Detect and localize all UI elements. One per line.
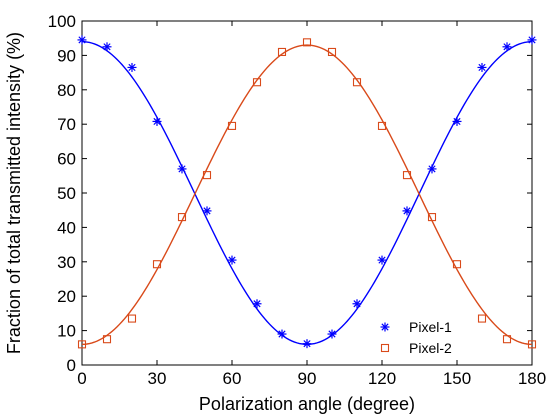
legend-marker-1 bbox=[380, 322, 390, 332]
x-tick-label: 90 bbox=[298, 369, 317, 388]
plot-area bbox=[81, 20, 533, 366]
data-point-series-2 bbox=[127, 314, 137, 323]
data-point-series-2 bbox=[477, 314, 487, 323]
tick-labels: 0 30 60 90 120 150 180 0 10 20 30 40 50 60 70 80 90 100 bbox=[48, 12, 547, 388]
x-tick-label: 0 bbox=[77, 369, 86, 388]
y-tick-label: 100 bbox=[48, 12, 76, 31]
x-tick-label: 30 bbox=[148, 369, 167, 388]
data-point-series-1 bbox=[277, 329, 287, 339]
data-point-series-2 bbox=[277, 47, 287, 57]
y-tick-label: 60 bbox=[57, 150, 76, 169]
data-point-series-1 bbox=[327, 329, 337, 339]
data-point-series-2 bbox=[402, 171, 412, 180]
x-tick-label: 150 bbox=[443, 369, 471, 388]
data-point-series-1 bbox=[252, 299, 262, 309]
data-point-series-1 bbox=[227, 255, 237, 265]
data-point-series-1 bbox=[502, 42, 512, 52]
data-point-series-2 bbox=[152, 260, 162, 269]
data-point-series-1 bbox=[102, 42, 112, 52]
data-point-series-1 bbox=[377, 255, 387, 265]
data-point-series-2 bbox=[427, 213, 437, 222]
x-axis-title: Polarization angle (degree) bbox=[199, 394, 415, 414]
data-point-series-2 bbox=[177, 213, 187, 222]
legend-label-2: Pixel-2 bbox=[409, 340, 452, 356]
data-point-series-2 bbox=[252, 78, 262, 87]
y-tick-label: 0 bbox=[67, 356, 76, 375]
x-tick-label: 60 bbox=[223, 369, 242, 388]
data-point-series-2 bbox=[227, 121, 237, 130]
data-point-series-1 bbox=[402, 206, 412, 216]
legend-marker-2 bbox=[380, 343, 390, 353]
data-point-series-2 bbox=[102, 335, 112, 344]
x-tick-label: 180 bbox=[518, 369, 546, 388]
fit-curves bbox=[81, 40, 533, 346]
legend: Pixel-1 Pixel-2 bbox=[380, 319, 452, 356]
y-tick-label: 40 bbox=[57, 218, 76, 237]
data-markers bbox=[77, 35, 537, 349]
legend-label-1: Pixel-1 bbox=[409, 319, 452, 335]
axis-ticks bbox=[81, 20, 533, 366]
data-point-series-1 bbox=[352, 299, 362, 309]
fit-curve-1 bbox=[81, 40, 533, 346]
data-point-series-1 bbox=[302, 339, 312, 349]
y-tick-label: 80 bbox=[57, 81, 76, 100]
data-point-series-1 bbox=[152, 116, 162, 126]
data-point-series-2 bbox=[302, 38, 312, 47]
data-point-series-1 bbox=[427, 164, 437, 174]
data-point-series-1 bbox=[527, 35, 537, 45]
data-point-series-1 bbox=[77, 35, 87, 45]
y-tick-label: 10 bbox=[57, 322, 76, 341]
fit-curve-2 bbox=[81, 44, 533, 346]
data-point-series-1 bbox=[127, 62, 137, 72]
data-point-series-1 bbox=[177, 164, 187, 174]
y-tick-label: 30 bbox=[57, 253, 76, 272]
y-tick-label: 70 bbox=[57, 115, 76, 134]
data-point-series-2 bbox=[327, 47, 337, 57]
data-point-series-2 bbox=[502, 335, 512, 344]
x-tick-label: 120 bbox=[368, 369, 396, 388]
data-point-series-1 bbox=[477, 62, 487, 72]
data-point-series-2 bbox=[377, 121, 387, 130]
data-point-series-2 bbox=[527, 340, 537, 349]
data-point-series-2 bbox=[352, 78, 362, 87]
data-point-series-2 bbox=[202, 171, 212, 180]
y-tick-label: 90 bbox=[57, 46, 76, 65]
plot-frame bbox=[81, 20, 533, 366]
data-point-series-1 bbox=[202, 206, 212, 216]
data-point-series-2 bbox=[452, 260, 462, 269]
y-tick-label: 50 bbox=[57, 184, 76, 203]
data-point-series-1 bbox=[452, 116, 462, 126]
y-axis-title: Fraction of total transmitted intensity … bbox=[4, 32, 24, 354]
data-point-series-2 bbox=[77, 340, 87, 349]
y-tick-label: 20 bbox=[57, 287, 76, 306]
